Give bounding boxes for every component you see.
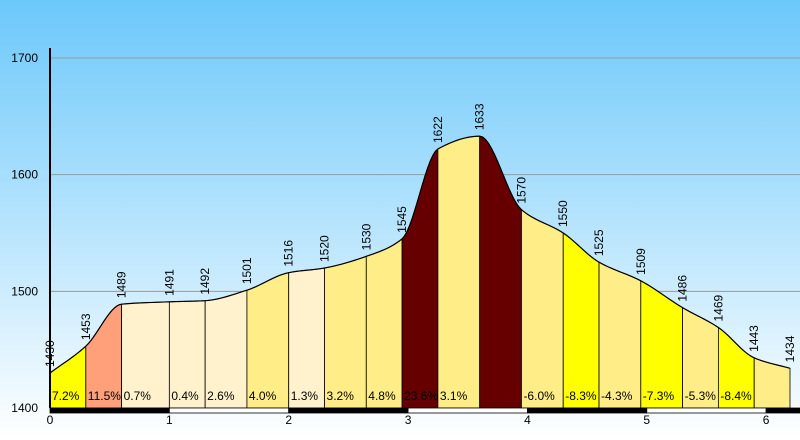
profile-segment <box>521 208 564 409</box>
elevation-label: 1633 <box>473 103 487 130</box>
x-tick-label: 2 <box>285 413 292 427</box>
gradient-labels: 7.2% 11.5% 0.7% 0.4% 2.6% 4.0% 1.3% 3.2% 4.8% 23.… <box>52 389 752 403</box>
elevation-label: 1525 <box>592 229 606 256</box>
y-tick-label: 1600 <box>11 168 38 182</box>
elevation-label: 1443 <box>747 325 761 352</box>
gradient-label: 11.5% <box>88 389 121 403</box>
elevation-label: 1545 <box>395 206 409 233</box>
x-tick-label: 6 <box>763 413 770 427</box>
gradient-label: 3.2% <box>327 389 355 403</box>
axes <box>49 48 800 414</box>
x-axis-bar <box>527 407 648 414</box>
profile-segment <box>365 238 403 409</box>
gradient-label: 4.0% <box>249 389 277 403</box>
gradient-label: -7.3% <box>643 389 675 403</box>
gradient-label: 1.3% <box>291 389 319 403</box>
elevation-label: 1492 <box>198 268 212 295</box>
y-tick-label: 1500 <box>11 284 38 298</box>
elevation-label: 1501 <box>240 257 254 284</box>
elevation-label: 1520 <box>318 235 332 262</box>
elevation-labels: 1430 1453 1489 1491 1492 1501 1516 1520 1530 1545… <box>43 103 797 367</box>
x-tick-label: 3 <box>405 413 412 427</box>
elevation-label: 1430 <box>43 340 57 367</box>
elevation-label: 1516 <box>282 240 296 267</box>
x-tick-label: 1 <box>166 413 173 427</box>
x-axis-bar <box>168 407 290 414</box>
profile-line <box>49 135 791 374</box>
x-axis-bar <box>765 407 800 414</box>
profile-segment <box>288 267 325 409</box>
gradient-segments <box>49 135 791 409</box>
elevation-label: 1469 <box>711 294 725 321</box>
x-tick-label: 0 <box>47 413 54 427</box>
elevation-label: 1570 <box>514 177 528 204</box>
elevation-label: 1530 <box>359 223 373 250</box>
x-axis-bar <box>407 407 528 414</box>
y-tick-labels: 1400 1500 1600 1700 <box>11 51 38 415</box>
profile-outline <box>49 135 791 374</box>
gradient-label: -5.3% <box>685 389 717 403</box>
profile-segment <box>246 272 290 409</box>
gradient-label: -4.3% <box>601 389 633 403</box>
gradient-label: 0.7% <box>124 389 152 403</box>
x-tick-label: 4 <box>524 413 531 427</box>
elevation-label: 1509 <box>634 248 648 275</box>
elevation-label: 1491 <box>162 269 176 296</box>
gradient-label: 4.8% <box>368 389 396 403</box>
x-axis-bar <box>288 407 409 414</box>
gradient-label: 0.4% <box>171 389 199 403</box>
gradient-label: -8.3% <box>565 389 597 403</box>
x-axis-bar <box>49 407 170 414</box>
gradient-label: 23.6% <box>404 389 438 403</box>
y-tick-label: 1700 <box>11 51 38 65</box>
y-tick-label: 1400 <box>11 401 38 415</box>
x-tick-labels: 0 1 2 3 4 5 6 <box>47 413 770 427</box>
gradient-label: 3.1% <box>440 389 468 403</box>
x-tick-label: 5 <box>643 413 650 427</box>
profile-segment <box>598 261 642 409</box>
elevation-label: 1489 <box>115 271 129 298</box>
elevation-label: 1434 <box>783 335 797 362</box>
elevation-label: 1453 <box>79 313 93 340</box>
profile-segment <box>324 255 367 409</box>
elevation-label: 1622 <box>431 116 445 143</box>
gradient-label: -6.0% <box>523 389 555 403</box>
x-axis-bar <box>646 407 767 414</box>
gradient-label: 7.2% <box>52 389 80 403</box>
profile-segment <box>437 135 481 409</box>
gradient-label: -8.4% <box>720 389 752 403</box>
gradient-label: 2.6% <box>207 389 235 403</box>
elevation-label: 1550 <box>556 200 570 227</box>
elevation-label: 1486 <box>676 275 690 302</box>
